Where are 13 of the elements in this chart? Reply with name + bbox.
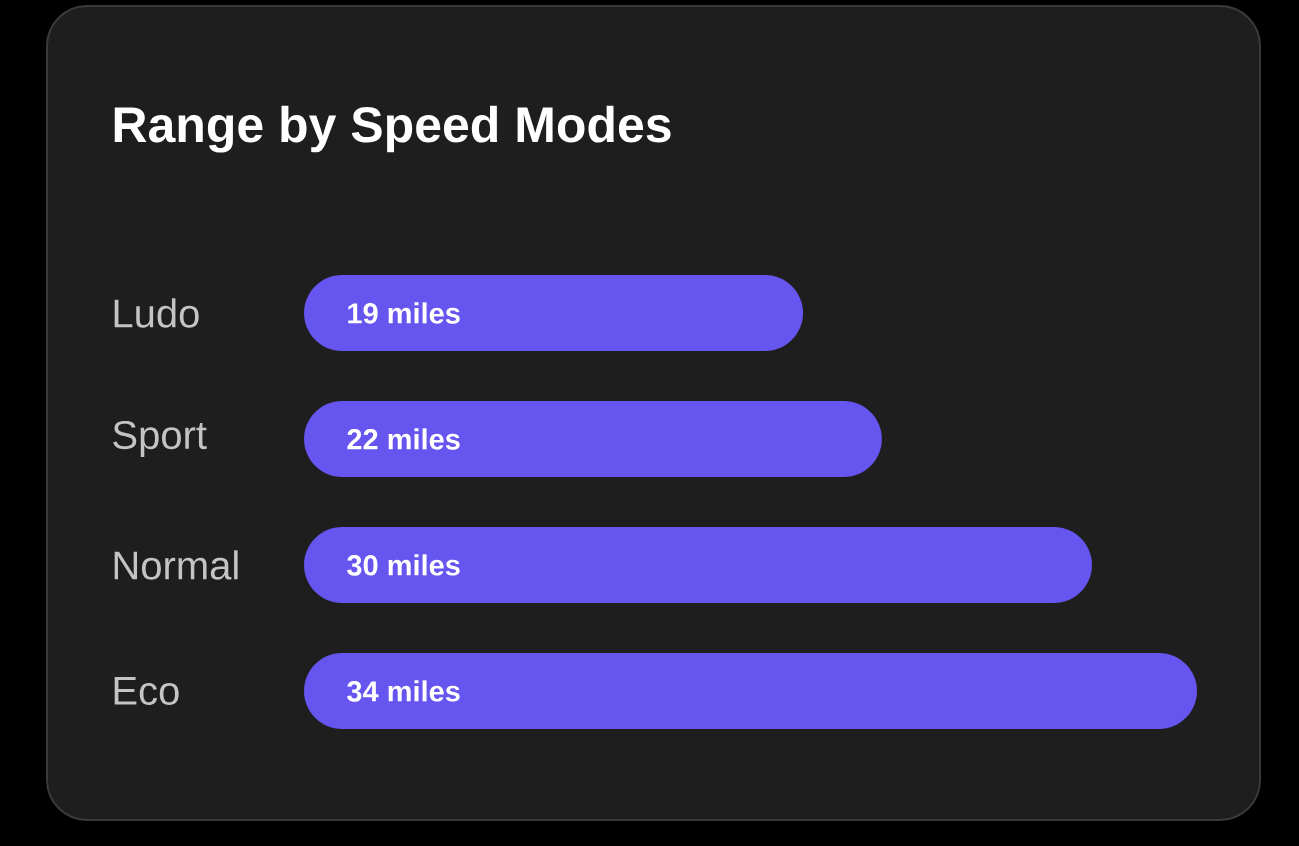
bar <box>304 527 1092 603</box>
y-tick-label: Eco <box>114 677 179 705</box>
chart-title: Range by Speed Modes <box>114 105 671 153</box>
bar <box>304 275 804 351</box>
data-label: 34 miles <box>347 680 460 702</box>
data-label: 19 miles <box>348 302 460 324</box>
bar <box>304 652 1198 729</box>
y-tick-label: Normal <box>114 550 238 580</box>
y-tick-label: Sport <box>113 420 207 458</box>
bar <box>304 401 882 477</box>
data-label: 22 miles <box>347 428 460 450</box>
data-label: 30 miles <box>347 554 460 576</box>
y-tick-label: Ludo <box>114 298 199 328</box>
